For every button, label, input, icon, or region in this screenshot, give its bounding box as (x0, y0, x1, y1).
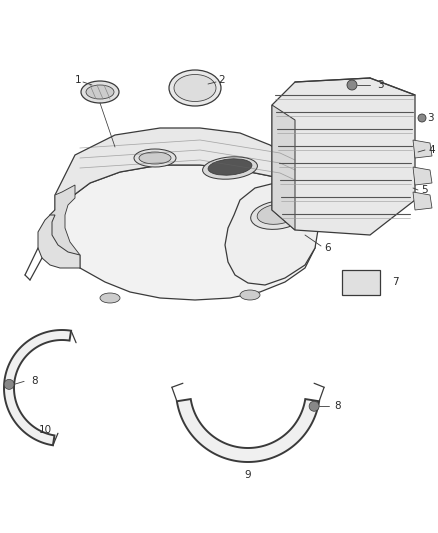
Ellipse shape (208, 159, 252, 175)
Text: 9: 9 (245, 470, 251, 480)
Polygon shape (38, 215, 80, 268)
Ellipse shape (139, 152, 171, 164)
Ellipse shape (240, 290, 260, 300)
Circle shape (347, 80, 357, 90)
FancyBboxPatch shape (342, 270, 380, 295)
Text: 7: 7 (392, 277, 398, 287)
Ellipse shape (86, 85, 114, 99)
Text: 3: 3 (427, 113, 433, 123)
Polygon shape (225, 183, 318, 285)
Text: 10: 10 (39, 425, 52, 435)
Polygon shape (413, 192, 432, 210)
Ellipse shape (100, 293, 120, 303)
Ellipse shape (174, 75, 216, 101)
Ellipse shape (251, 200, 305, 229)
Text: 1: 1 (75, 75, 81, 85)
Polygon shape (272, 78, 415, 235)
Polygon shape (50, 165, 315, 300)
Polygon shape (413, 167, 432, 185)
Ellipse shape (81, 81, 119, 103)
Text: 8: 8 (31, 376, 37, 386)
Polygon shape (272, 105, 295, 230)
Ellipse shape (203, 157, 258, 179)
Ellipse shape (169, 70, 221, 106)
Polygon shape (413, 140, 432, 158)
Ellipse shape (134, 149, 176, 167)
Text: 4: 4 (429, 145, 435, 155)
Polygon shape (55, 128, 295, 210)
Circle shape (4, 379, 14, 390)
Polygon shape (177, 399, 319, 462)
Circle shape (418, 114, 426, 122)
Polygon shape (50, 185, 80, 268)
Text: 6: 6 (325, 243, 331, 253)
Text: 5: 5 (422, 185, 428, 195)
Ellipse shape (257, 204, 299, 224)
Text: 2: 2 (219, 75, 225, 85)
Text: 3: 3 (377, 80, 383, 90)
Text: 8: 8 (334, 401, 340, 411)
Circle shape (309, 401, 319, 411)
Polygon shape (4, 330, 71, 445)
